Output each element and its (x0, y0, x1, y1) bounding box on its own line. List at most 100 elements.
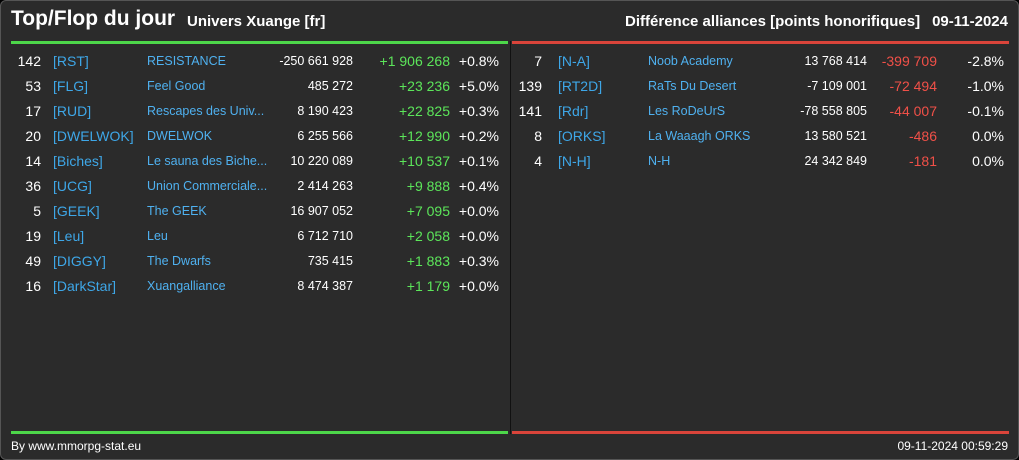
alliance-row: 142 [RST] RESISTANCE -250 661 928 +1 906 268… (11, 49, 508, 74)
alliance-pct: -1.0% (967, 78, 1004, 94)
alliance-pct: +0.8% (458, 53, 499, 69)
alliance-tag[interactable]: [Biches] (53, 153, 103, 169)
alliance-name[interactable]: Feel Good (147, 79, 206, 93)
alliance-diff: -44 007 (889, 103, 937, 119)
alliance-tag[interactable]: [RST] (53, 53, 89, 69)
alliance-pct: +0.1% (458, 153, 499, 169)
alliance-tag[interactable]: [N-H] (558, 153, 591, 169)
alliance-row: 7 [N-A] Noob Academy 13 768 414 -399 709 -2.8… (512, 49, 1009, 74)
alliance-name[interactable]: RaTs Du Desert (648, 79, 737, 93)
alliance-name[interactable]: RESISTANCE (147, 54, 226, 68)
alliance-pct: +0.3% (458, 253, 499, 269)
alliance-points: 8 190 423 (297, 104, 353, 118)
alliance-name[interactable]: Le sauna des Biche... (147, 154, 268, 168)
footer-credit[interactable]: By www.mmorpg-stat.eu (11, 439, 142, 453)
top-list: 142 [RST] RESISTANCE -250 661 928 +1 906 268… (11, 49, 508, 299)
top-footer-bar (11, 431, 508, 434)
alliance-diff: +1 906 268 (379, 53, 450, 69)
alliance-tag[interactable]: [UCG] (53, 178, 92, 194)
alliance-name[interactable]: Union Commerciale... (147, 179, 268, 193)
alliance-row: 53 [FLG] Feel Good 485 272 +23 236 +5.0% (11, 74, 508, 99)
alliance-name[interactable]: Rescapes des Univ... (147, 104, 265, 118)
alliance-row: 16 [DarkStar] Xuangalliance 8 474 387 +1 179… (11, 274, 508, 299)
alliance-rank: 19 (25, 228, 41, 244)
alliance-tag[interactable]: [N-A] (558, 53, 590, 69)
alliance-points: 10 220 089 (290, 154, 353, 168)
alliance-rank: 7 (534, 53, 542, 69)
alliance-points: 2 414 263 (297, 179, 353, 193)
alliance-row: 139 [RT2D] RaTs Du Desert -7 109 001 -72 494… (512, 74, 1009, 99)
alliance-points: 6 255 566 (297, 129, 353, 143)
alliance-diff: -72 494 (889, 78, 937, 94)
header-date: 09-11-2024 (932, 13, 1008, 30)
alliance-points: -7 109 001 (807, 79, 867, 93)
page-title: Top/Flop du jour (11, 7, 176, 30)
alliance-name[interactable]: Xuangalliance (147, 279, 226, 293)
alliance-row: 4 [N-H] N-H 24 342 849 -181 0.0% (512, 149, 1009, 174)
alliance-points: 735 415 (307, 254, 353, 268)
alliance-name[interactable]: The Dwarfs (147, 254, 211, 268)
alliance-rank: 20 (25, 128, 41, 144)
alliance-tag[interactable]: [RT2D] (558, 78, 603, 94)
alliance-points: 13 768 414 (804, 54, 867, 68)
alliance-points: 8 474 387 (297, 279, 353, 293)
alliance-row: 49 [DIGGY] The Dwarfs 735 415 +1 883 +0.3% (11, 249, 508, 274)
alliance-name[interactable]: The GEEK (147, 204, 207, 218)
alliance-name[interactable]: Les RoDeUrS (648, 104, 726, 118)
alliance-pct: +0.0% (458, 228, 499, 244)
alliance-diff: -181 (908, 153, 937, 169)
alliance-row: 8 [ORKS] La Waaagh ORKS 13 580 521 -486 0.0% (512, 124, 1009, 149)
alliance-row: 36 [UCG] Union Commerciale... 2 414 263 +9 8… (11, 174, 508, 199)
alliance-tag[interactable]: [DWELWOK] (53, 128, 134, 144)
alliance-tag[interactable]: [FLG] (53, 78, 89, 94)
universe-subtitle: Univers Xuange [fr] (187, 13, 326, 30)
alliance-name[interactable]: La Waaagh ORKS (648, 129, 751, 143)
flop-footer-bar (512, 431, 1009, 434)
alliance-name[interactable]: Noob Academy (648, 54, 733, 68)
alliance-rank: 5 (33, 203, 41, 219)
flop-list: 7 [N-A] Noob Academy 13 768 414 -399 709 -2.8… (512, 49, 1009, 174)
alliance-diff: +2 058 (406, 228, 450, 244)
alliance-tag[interactable]: [DarkStar] (53, 278, 117, 294)
ranking-label: Différence alliances [points honorifique… (625, 13, 921, 30)
alliance-rank: 142 (17, 53, 41, 69)
alliance-tag[interactable]: [Rdr] (558, 103, 589, 119)
alliance-pct: +0.2% (458, 128, 499, 144)
alliance-points: 13 580 521 (804, 129, 867, 143)
alliance-points: -78 558 805 (800, 104, 867, 118)
alliance-row: 20 [DWELWOK] DWELWOK 6 255 566 +12 990 +0.2% (11, 124, 508, 149)
alliance-pct: -0.1% (967, 103, 1004, 119)
alliance-row: 19 [Leu] Leu 6 712 710 +2 058 +0.0% (11, 224, 508, 249)
alliance-name[interactable]: N-H (648, 154, 671, 168)
alliance-points: 16 907 052 (290, 204, 353, 218)
alliance-name[interactable]: Leu (147, 229, 168, 243)
alliance-pct: +5.0% (458, 78, 499, 94)
alliance-diff: +1 883 (406, 253, 450, 269)
column-divider (510, 41, 511, 434)
alliance-diff: +12 990 (399, 128, 450, 144)
alliance-tag[interactable]: [DIGGY] (53, 253, 106, 269)
alliance-rank: 17 (25, 103, 41, 119)
alliance-diff: +1 179 (406, 278, 450, 294)
alliance-rank: 49 (25, 253, 41, 269)
alliance-tag[interactable]: [ORKS] (558, 128, 606, 144)
alliance-rank: 16 (25, 278, 41, 294)
alliance-points: 6 712 710 (297, 229, 353, 243)
top-accent-bar (11, 41, 508, 44)
alliance-points: 485 272 (307, 79, 353, 93)
alliance-name[interactable]: DWELWOK (147, 129, 213, 143)
alliance-diff: +23 236 (399, 78, 450, 94)
alliance-tag[interactable]: [Leu] (53, 228, 85, 244)
alliance-tag[interactable]: [GEEK] (53, 203, 100, 219)
alliance-rank: 53 (25, 78, 41, 94)
alliance-row: 17 [RUD] Rescapes des Univ... 8 190 423 +22 … (11, 99, 508, 124)
alliance-pct: +0.0% (458, 278, 499, 294)
alliance-pct: 0.0% (972, 153, 1004, 169)
alliance-rank: 8 (534, 128, 542, 144)
alliance-tag[interactable]: [RUD] (53, 103, 92, 119)
header-right: Différence alliances [points honorifique… (625, 13, 1008, 30)
alliance-pct: +0.4% (458, 178, 499, 194)
alliance-diff: +10 537 (399, 153, 450, 169)
alliance-row: 14 [Biches] Le sauna des Biche... 10 220 08… (11, 149, 508, 174)
